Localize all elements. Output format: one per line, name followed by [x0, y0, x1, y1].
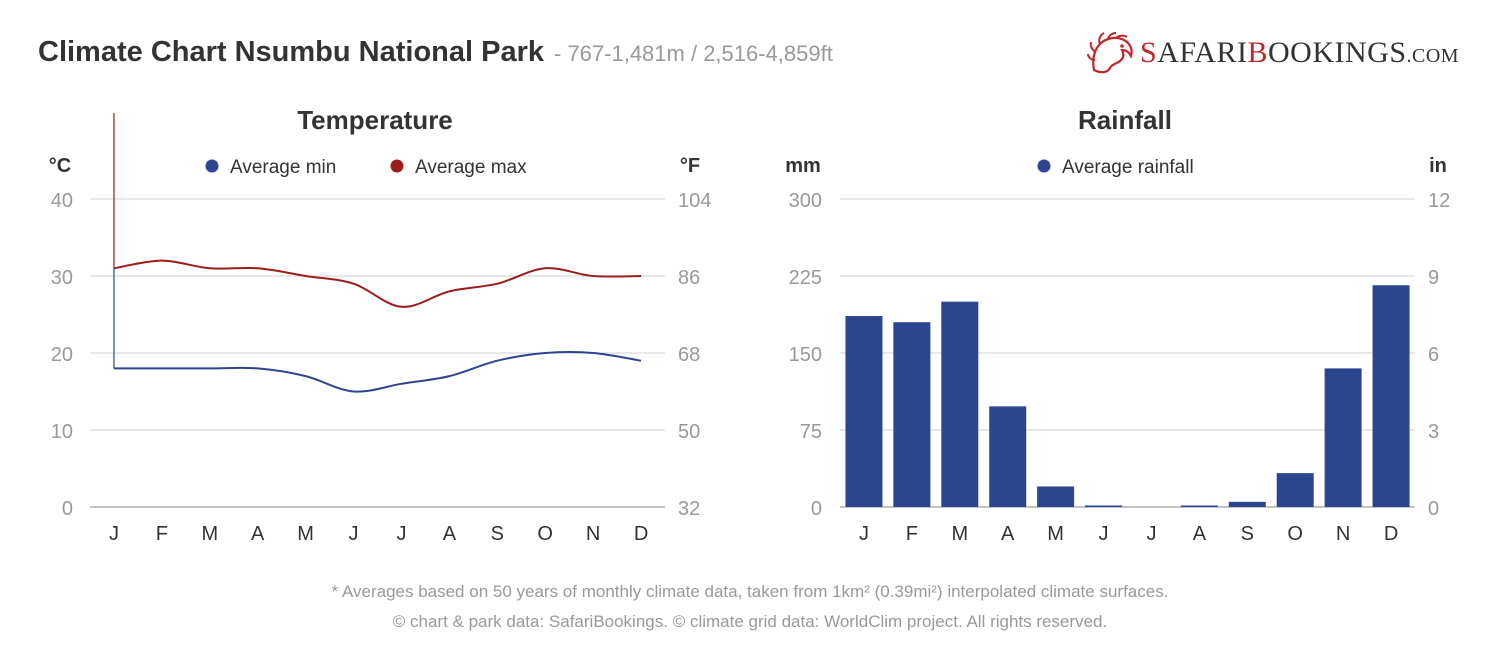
y-tick-label-left: 75	[800, 421, 822, 443]
x-tick-label: M	[201, 523, 218, 545]
chart-title: Temperature	[297, 105, 453, 135]
x-tick-label: O	[537, 523, 553, 545]
x-tick-label: J	[396, 523, 406, 545]
x-tick-label: J	[1146, 523, 1156, 545]
rainfall-bar	[1037, 486, 1075, 507]
y-tick-label-left: 20	[51, 344, 73, 366]
x-tick-label: S	[1241, 523, 1254, 545]
legend-label: Average rainfall	[1062, 157, 1194, 178]
rainfall-bar	[941, 301, 979, 507]
y-tick-label-left: 0	[62, 498, 73, 520]
x-tick-label: A	[1001, 523, 1015, 545]
series-line	[113, 259, 642, 308]
x-tick-label: A	[443, 523, 457, 545]
rainfall-bar	[1228, 501, 1266, 507]
legend-label: Average min	[230, 157, 336, 178]
y-tick-label-left: 0	[811, 498, 822, 520]
series-line	[113, 351, 642, 393]
page-title: Climate Chart Nsumbu National Park	[38, 36, 544, 68]
legend-marker	[1037, 159, 1051, 173]
y-axis-unit-left: mm	[785, 155, 821, 177]
x-tick-label: A	[1193, 523, 1207, 545]
y-tick-label-right: 32	[678, 498, 700, 520]
y-axis-unit-left: °C	[49, 155, 71, 177]
rainfall-bar	[1372, 285, 1410, 507]
lion-logo-icon	[1087, 32, 1133, 74]
chart-header: Climate Chart Nsumbu National Park - 767-…	[38, 36, 833, 69]
x-tick-label: M	[951, 523, 968, 545]
rainfall-bar	[1085, 505, 1123, 507]
y-tick-label-right: 3	[1428, 421, 1439, 443]
y-tick-label-left: 300	[789, 190, 822, 212]
y-tick-label-left: 40	[51, 190, 73, 212]
x-tick-label: J	[109, 523, 119, 545]
rainfall-chart: Rainfall mm in 0 0 75 3 150 6 225 9 300 12 J F M A M J J A S O…	[785, 105, 1450, 545]
x-tick-label: N	[586, 523, 600, 545]
x-tick-label: D	[1384, 523, 1398, 545]
footer-copyright: © chart & park data: SafariBookings. © c…	[392, 612, 1108, 631]
x-tick-label: S	[491, 523, 504, 545]
legend-label: Average max	[415, 157, 527, 178]
safaribookings-logo[interactable]: SAFARIBOOKINGS.COM	[1086, 30, 1466, 76]
rainfall-bar	[1180, 505, 1218, 507]
rainfall-bar	[893, 322, 931, 507]
legend-marker	[390, 159, 404, 173]
y-tick-label-right: 68	[678, 344, 700, 366]
y-tick-label-right: 86	[678, 267, 700, 289]
legend-marker	[205, 159, 219, 173]
y-tick-label-right: 50	[678, 421, 700, 443]
y-tick-label-right: 9	[1428, 267, 1439, 289]
x-tick-label: F	[906, 523, 918, 545]
y-tick-label-left: 30	[51, 267, 73, 289]
x-tick-label: J	[1099, 523, 1109, 545]
y-tick-label-right: 0	[1428, 498, 1439, 520]
y-tick-label-left: 225	[789, 267, 822, 289]
footer-note: * Averages based on 50 years of monthly …	[331, 582, 1169, 601]
x-tick-label: A	[251, 523, 265, 545]
rainfall-bar	[1276, 473, 1314, 507]
y-tick-label-right: 12	[1428, 190, 1450, 212]
x-tick-label: N	[1336, 523, 1350, 545]
y-tick-label-right: 104	[678, 190, 711, 212]
chart-title: Rainfall	[1078, 105, 1172, 135]
y-axis-unit-right: in	[1429, 155, 1447, 177]
page-subtitle: - 767-1,481m / 2,516-4,859ft	[554, 41, 833, 66]
x-tick-label: J	[349, 523, 359, 545]
y-tick-label-left: 150	[789, 344, 822, 366]
y-axis-unit-right: °F	[680, 155, 700, 177]
temperature-chart: Temperature °C °F 0 32 10 50 20 68 30 86 40 104 J F M A M…	[49, 105, 712, 545]
logo-wordmark: SAFARIBOOKINGS.COM	[1140, 36, 1460, 69]
x-tick-label: O	[1287, 523, 1303, 545]
y-tick-label-left: 10	[51, 421, 73, 443]
rainfall-bar	[989, 406, 1027, 507]
x-tick-label: M	[297, 523, 314, 545]
x-tick-label: J	[859, 523, 869, 545]
rainfall-bar	[1324, 368, 1362, 507]
x-tick-label: M	[1047, 523, 1064, 545]
y-tick-label-right: 6	[1428, 344, 1439, 366]
x-tick-label: F	[156, 523, 168, 545]
x-tick-label: D	[634, 523, 648, 545]
rainfall-bar	[845, 316, 883, 507]
